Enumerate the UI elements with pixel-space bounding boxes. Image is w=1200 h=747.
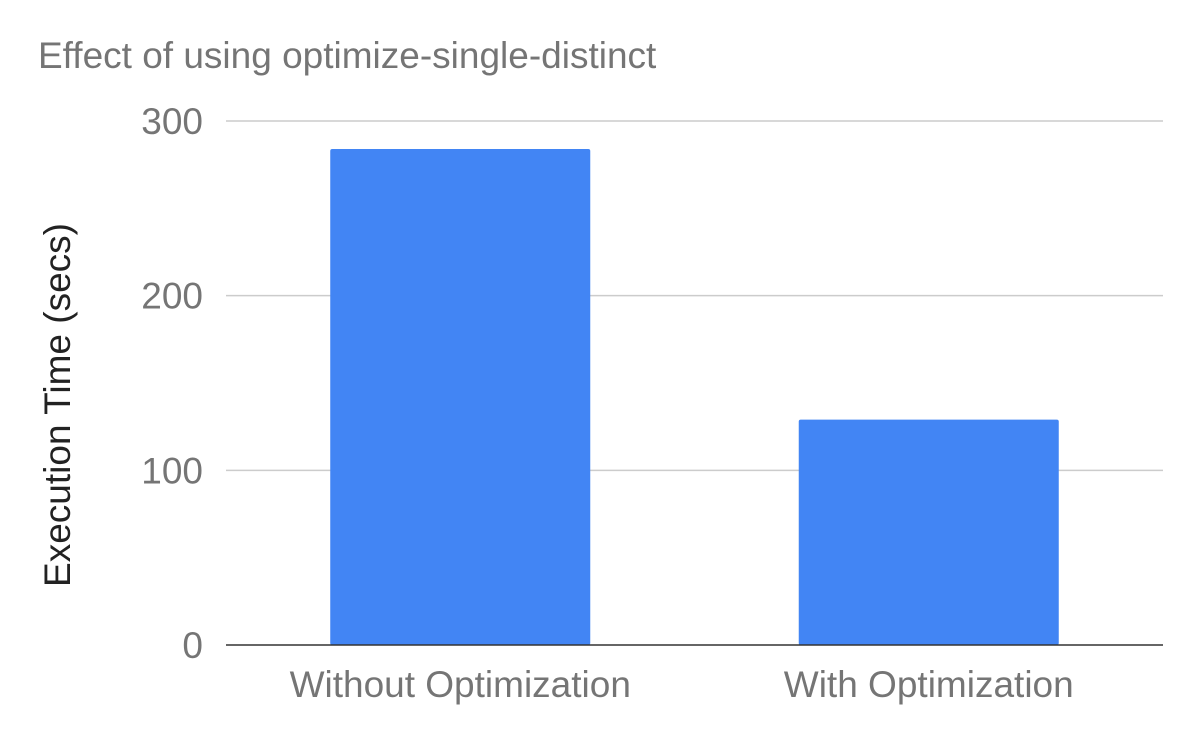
bar-1 [330, 148, 591, 646]
y-axis-ticks: 0 100 200 300 [141, 101, 203, 666]
y-tick-label: 100 [141, 450, 203, 491]
y-tick-label: 300 [141, 101, 203, 142]
y-tick-label: 200 [141, 276, 203, 317]
bars [330, 148, 1059, 646]
y-tick-label: 0 [182, 625, 203, 666]
bar-2 [798, 419, 1059, 645]
y-axis-title: Execution Time (secs) [37, 223, 78, 587]
x-tick-label: With Optimization [784, 664, 1074, 705]
chart-title: Effect of using optimize-single-distinct [38, 35, 657, 76]
x-axis-ticks: Without Optimization With Optimization [290, 664, 1074, 705]
x-tick-label: Without Optimization [290, 664, 631, 705]
